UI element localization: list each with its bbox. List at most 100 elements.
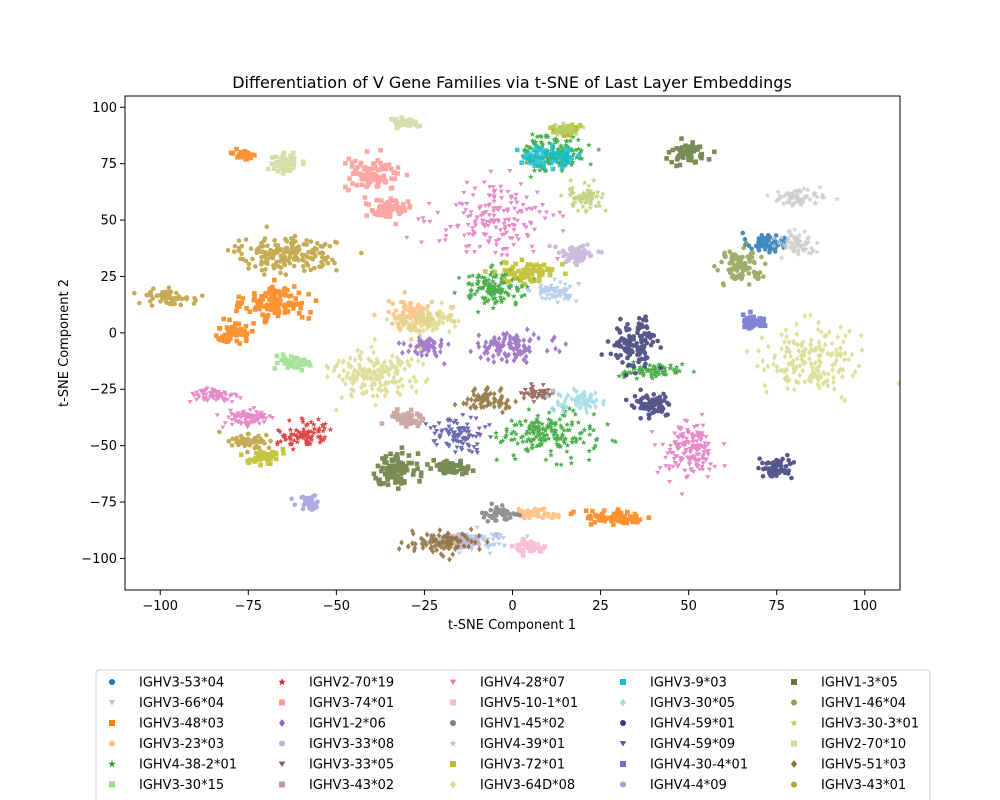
data-point <box>378 160 383 166</box>
data-point <box>272 277 277 283</box>
data-point <box>499 437 506 444</box>
data-point <box>221 316 227 322</box>
data-point <box>349 160 355 166</box>
data-point <box>282 360 287 366</box>
data-point <box>571 195 577 201</box>
data-point <box>398 326 403 333</box>
data-point <box>524 534 530 539</box>
data-point <box>638 387 643 393</box>
data-point <box>773 233 779 238</box>
data-point <box>398 479 403 485</box>
data-point <box>464 250 470 255</box>
data-point <box>550 166 556 172</box>
data-point <box>438 551 444 558</box>
data-point <box>519 548 524 553</box>
data-point <box>547 243 552 249</box>
data-point <box>492 336 497 343</box>
data-point <box>308 428 314 434</box>
data-point <box>528 539 534 545</box>
data-point <box>286 162 292 167</box>
data-point <box>534 395 540 401</box>
data-point <box>280 352 286 357</box>
data-point <box>674 146 680 151</box>
data-point <box>561 297 568 302</box>
data-point <box>270 284 275 290</box>
data-point <box>406 453 412 458</box>
data-point <box>291 160 297 166</box>
data-point <box>496 542 502 547</box>
data-point <box>598 194 605 200</box>
data-point <box>816 319 821 326</box>
data-point <box>394 201 399 207</box>
data-point <box>528 268 534 274</box>
legend-item: IGHV3-74*01 <box>279 696 394 711</box>
data-point <box>301 252 307 258</box>
data-point <box>582 251 588 257</box>
data-point <box>506 283 512 289</box>
data-point <box>511 422 518 428</box>
data-point <box>660 371 667 377</box>
data-point <box>506 279 512 284</box>
data-point <box>841 338 846 345</box>
data-point <box>783 238 790 244</box>
legend-item: IGHV4-28*07 <box>449 676 565 691</box>
data-point <box>575 136 582 143</box>
data-point <box>432 431 438 436</box>
data-point <box>793 378 799 385</box>
data-point <box>722 464 728 469</box>
data-point <box>804 193 810 199</box>
data-point <box>779 331 784 338</box>
data-point <box>285 303 290 308</box>
data-point <box>243 412 249 417</box>
data-point <box>485 518 491 524</box>
data-point <box>474 525 480 530</box>
data-point <box>411 530 416 537</box>
data-point <box>393 472 398 478</box>
data-point <box>287 260 293 266</box>
data-point <box>401 469 407 475</box>
data-point <box>382 471 388 477</box>
data-point <box>771 460 776 465</box>
data-point <box>802 313 807 320</box>
data-point <box>284 166 289 171</box>
data-point <box>543 285 549 290</box>
data-point <box>537 147 542 152</box>
data-point <box>374 174 380 179</box>
legend-marker <box>791 740 797 747</box>
data-point <box>590 427 597 433</box>
data-point <box>560 214 566 219</box>
data-point <box>264 224 270 230</box>
data-point <box>290 163 296 169</box>
data-point <box>403 122 409 127</box>
data-point <box>509 543 515 549</box>
data-point <box>570 125 576 132</box>
data-point <box>786 199 793 205</box>
data-point <box>409 540 415 547</box>
data-point <box>644 324 649 329</box>
legend-marker <box>279 699 285 706</box>
data-point <box>343 184 348 190</box>
data-point <box>550 391 556 396</box>
data-point <box>310 256 316 262</box>
data-point <box>517 418 523 425</box>
data-point <box>530 384 536 390</box>
data-point <box>592 512 598 518</box>
data-point <box>446 468 452 473</box>
data-point <box>390 301 396 306</box>
data-point <box>571 509 576 515</box>
data-point <box>677 146 682 152</box>
data-point <box>432 543 437 550</box>
data-point <box>512 351 517 358</box>
data-point <box>432 350 438 357</box>
data-point <box>531 275 537 282</box>
data-point <box>498 184 504 189</box>
data-point <box>300 264 306 269</box>
data-point <box>418 470 424 475</box>
data-point <box>545 133 551 140</box>
data-point <box>514 233 520 239</box>
y-tick-label: 75 <box>100 157 117 172</box>
data-point <box>790 240 796 247</box>
data-point <box>557 126 564 133</box>
data-point <box>473 397 478 404</box>
data-point <box>683 143 688 149</box>
